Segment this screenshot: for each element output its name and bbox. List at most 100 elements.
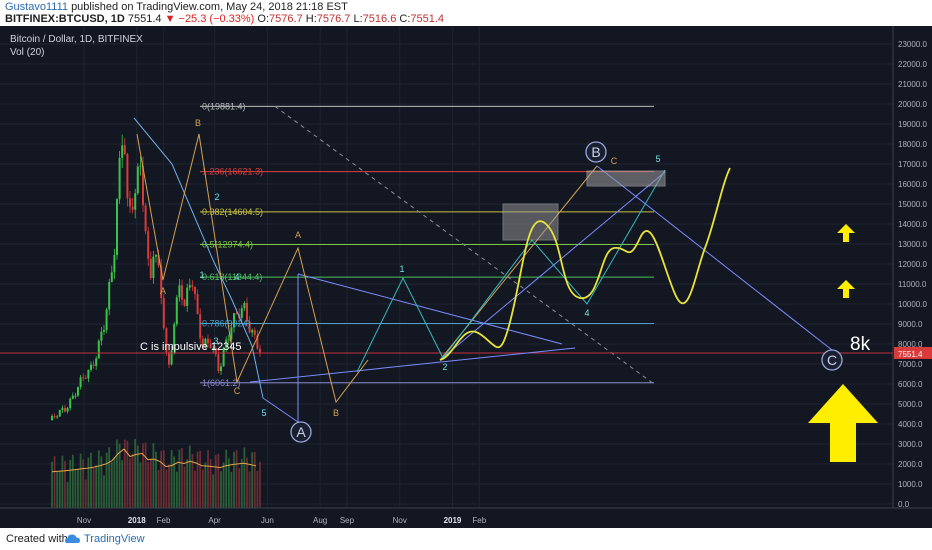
wave-label: 5	[655, 154, 660, 164]
projection-curve	[439, 167, 731, 361]
wave-label: 2	[214, 192, 219, 202]
volume-bar	[121, 460, 124, 508]
current-price-tag-label: 7551.4	[898, 350, 923, 359]
candle-body	[113, 254, 116, 273]
volume-bar	[204, 462, 207, 508]
candle-body	[253, 330, 256, 336]
candle-body	[71, 395, 74, 399]
low-label: L:	[353, 13, 363, 25]
volume-bar	[105, 452, 108, 508]
volume-bar	[183, 466, 186, 508]
candle-body	[118, 157, 121, 200]
candle-body	[193, 286, 196, 295]
volume-bar	[217, 453, 220, 508]
candle-body	[165, 328, 168, 353]
target-zone-box	[586, 170, 666, 187]
volume-bar	[227, 458, 230, 508]
time-tick-label: Feb	[157, 516, 171, 525]
candle-body	[76, 387, 79, 396]
candle-body	[128, 198, 131, 207]
volume-bar	[168, 464, 170, 508]
volume-bar	[84, 479, 87, 508]
wave-label: 3	[213, 336, 218, 346]
price-tick-label: 6000.0	[898, 380, 923, 389]
candle-body	[89, 364, 92, 370]
candle-body	[115, 199, 118, 255]
candle-body	[144, 205, 147, 232]
volume-bar	[87, 457, 90, 508]
candle-body	[230, 327, 233, 340]
volume-bar	[123, 439, 126, 508]
candle-body	[180, 285, 183, 300]
volume-bar	[56, 471, 59, 508]
candle-body	[97, 340, 100, 359]
wave-zigzag	[133, 117, 264, 399]
volume-bar	[149, 458, 152, 508]
candle-body	[186, 287, 189, 306]
candle-body	[222, 347, 225, 367]
time-tick-label: 2018	[128, 516, 146, 525]
annotation-c-impulsive: C is impulsive 12345	[140, 341, 242, 353]
candle-body	[245, 302, 248, 322]
price-tick-label: 18000.0	[898, 140, 927, 149]
volume-bar	[201, 469, 204, 508]
author-link[interactable]: Gustavo1111	[5, 1, 68, 13]
volume-bar	[230, 471, 233, 508]
volume-bar	[251, 452, 254, 508]
volume-bar	[155, 451, 157, 508]
price-tick-label: 21000.0	[898, 80, 927, 89]
created-with-label: Created with	[6, 533, 68, 545]
volume-bar	[144, 442, 147, 508]
candle-body	[160, 265, 163, 299]
candle-body	[108, 282, 111, 310]
volume-bar	[246, 457, 248, 508]
volume-bar	[113, 456, 116, 508]
candle-body	[131, 206, 134, 210]
candle-body	[147, 231, 150, 259]
candle-body	[217, 354, 220, 372]
price-tick-label: 8000.0	[898, 340, 923, 349]
price-tick-label: 2000.0	[898, 460, 923, 469]
price-tick-label: 9000.0	[898, 320, 923, 329]
candle-body	[53, 416, 56, 418]
candle-body	[251, 330, 254, 333]
tradingview-brand-link[interactable]: TradingView	[84, 533, 145, 545]
volume-bar	[214, 454, 217, 508]
candle-body	[82, 377, 85, 379]
candle-body	[79, 377, 82, 388]
wave-circle-label: C	[827, 352, 837, 368]
candle-body	[235, 313, 238, 315]
volume-bar	[196, 451, 199, 508]
candle-body	[50, 416, 53, 420]
candle-body	[126, 154, 129, 199]
candle-body	[74, 395, 77, 397]
volume-bar	[64, 461, 66, 508]
candle-body	[63, 407, 66, 412]
wave-label: A	[295, 230, 301, 240]
price-tick-label: 13000.0	[898, 240, 927, 249]
candle-body	[256, 335, 259, 349]
open-value: 7576.7	[269, 13, 303, 25]
volume-bar	[235, 450, 238, 508]
volume-bar	[212, 474, 215, 508]
volume-bar	[100, 456, 103, 508]
candle-body	[100, 331, 103, 341]
candle-body	[214, 348, 217, 355]
volume-bar	[92, 468, 95, 508]
fib-level-label: 0.618(11344.4)	[202, 272, 262, 282]
wave-label: 2	[442, 362, 447, 372]
candle-body	[87, 369, 90, 379]
high-label: H:	[305, 13, 317, 25]
symbol-line: BITFINEX:BTCUSD, 1D 7551.4 ▼ −25.3 (−0.3…	[5, 13, 444, 25]
fib-level-label: 0.5(12974.4)	[202, 240, 253, 250]
volume-bar	[191, 453, 194, 508]
volume-bar	[186, 459, 189, 508]
volume-bar	[116, 439, 118, 508]
last-price: 7551.4	[127, 13, 162, 25]
chart-canvas[interactable]: 0(19881.4) 1.236(16621.3) 0.382(14604.5) 0.…	[0, 26, 932, 528]
wave-label: B	[333, 408, 339, 418]
chart-legend-title: Bitcoin / Dollar, 1D, BITFINEX	[10, 34, 143, 45]
volume-bar	[238, 468, 241, 508]
wave-label: 4	[234, 272, 239, 282]
price-chart[interactable]: 0(19881.4) 1.236(16621.3) 0.382(14604.5) 0.…	[0, 26, 932, 528]
